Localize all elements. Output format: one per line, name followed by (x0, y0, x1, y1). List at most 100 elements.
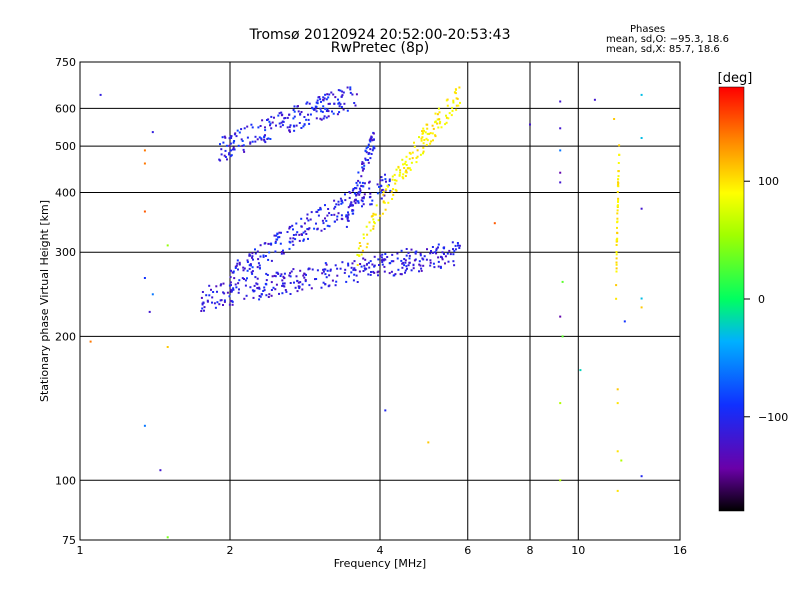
data-point (89, 340, 92, 343)
y-tick-label: 500 (55, 140, 76, 153)
data-point (324, 268, 327, 271)
data-point (373, 222, 376, 225)
data-point (456, 242, 459, 244)
data-point (362, 162, 365, 165)
data-point (222, 291, 225, 294)
data-point (236, 259, 239, 262)
data-point (361, 196, 364, 199)
data-point (309, 113, 312, 116)
data-point (371, 263, 374, 266)
data-point (493, 222, 496, 225)
data-point (229, 281, 232, 284)
data-point (234, 267, 237, 269)
data-point (211, 301, 213, 304)
data-point (270, 127, 273, 130)
data-point (408, 254, 411, 257)
data-point (265, 283, 268, 286)
data-point (353, 273, 356, 276)
data-point (251, 270, 254, 273)
data-point (289, 130, 291, 133)
data-point (387, 185, 389, 188)
data-point (256, 250, 259, 253)
data-point (617, 178, 620, 181)
data-point (368, 266, 371, 269)
data-point (640, 306, 643, 309)
x-tick-label: 6 (464, 544, 471, 557)
data-point (362, 196, 365, 199)
data-point (270, 115, 273, 118)
data-point (327, 110, 330, 113)
data-point (281, 279, 284, 282)
data-point (618, 153, 621, 156)
x-tick-label: 1 (77, 544, 84, 557)
data-point (615, 297, 618, 300)
data-point (353, 200, 356, 203)
y-axis-ticks: 75 100 200 300 400 500 600 750 (55, 56, 76, 547)
data-point (640, 93, 643, 96)
data-point (336, 113, 339, 116)
data-point (433, 266, 436, 269)
data-point (422, 150, 425, 153)
data-point (403, 258, 406, 260)
data-point (437, 243, 440, 246)
data-point (407, 264, 410, 267)
data-point (275, 283, 278, 286)
data-point (455, 108, 458, 111)
data-point (384, 173, 386, 176)
data-point (274, 275, 277, 278)
data-point (351, 209, 354, 211)
data-point (270, 259, 273, 262)
data-point (243, 127, 246, 130)
data-point (295, 124, 298, 127)
data-point (617, 183, 620, 186)
data-point (282, 275, 285, 278)
data-point (559, 127, 562, 130)
data-point (298, 233, 301, 236)
y-tick-label: 400 (55, 186, 76, 199)
data-point (266, 138, 269, 140)
data-point (441, 251, 444, 254)
data-point (378, 264, 380, 266)
data-point (340, 214, 343, 217)
data-point (369, 192, 372, 195)
data-point (420, 139, 423, 142)
data-point (444, 262, 446, 265)
legend-line-2: mean, sd,X: 85.7, 18.6 (606, 44, 720, 55)
data-point (367, 159, 369, 161)
data-point (322, 222, 325, 225)
data-point (292, 228, 294, 231)
data-point (246, 125, 249, 128)
data-point (257, 126, 260, 129)
data-point (238, 279, 241, 282)
data-point (404, 259, 407, 262)
data-point (220, 283, 223, 286)
data-point (297, 110, 300, 113)
data-point (368, 187, 371, 190)
data-point (369, 148, 372, 151)
data-point (320, 229, 323, 232)
data-point (334, 96, 337, 99)
data-point (436, 113, 439, 116)
data-point (419, 254, 422, 257)
data-point (458, 247, 461, 249)
data-point (143, 149, 146, 152)
data-point (455, 97, 458, 100)
x-tick-label: 16 (673, 544, 687, 557)
data-point (366, 242, 369, 245)
data-point (391, 198, 394, 200)
data-point (314, 278, 316, 281)
data-point (418, 270, 420, 273)
data-point (307, 113, 309, 116)
data-point (293, 110, 296, 113)
data-point (277, 273, 280, 275)
data-point (529, 123, 531, 126)
data-point (325, 263, 328, 266)
data-point (294, 238, 297, 241)
data-point (364, 268, 367, 271)
data-point (360, 175, 363, 178)
data-point (288, 274, 291, 277)
data-point (329, 269, 332, 272)
data-point (315, 101, 318, 104)
data-point (363, 267, 366, 270)
data-point (357, 171, 360, 174)
